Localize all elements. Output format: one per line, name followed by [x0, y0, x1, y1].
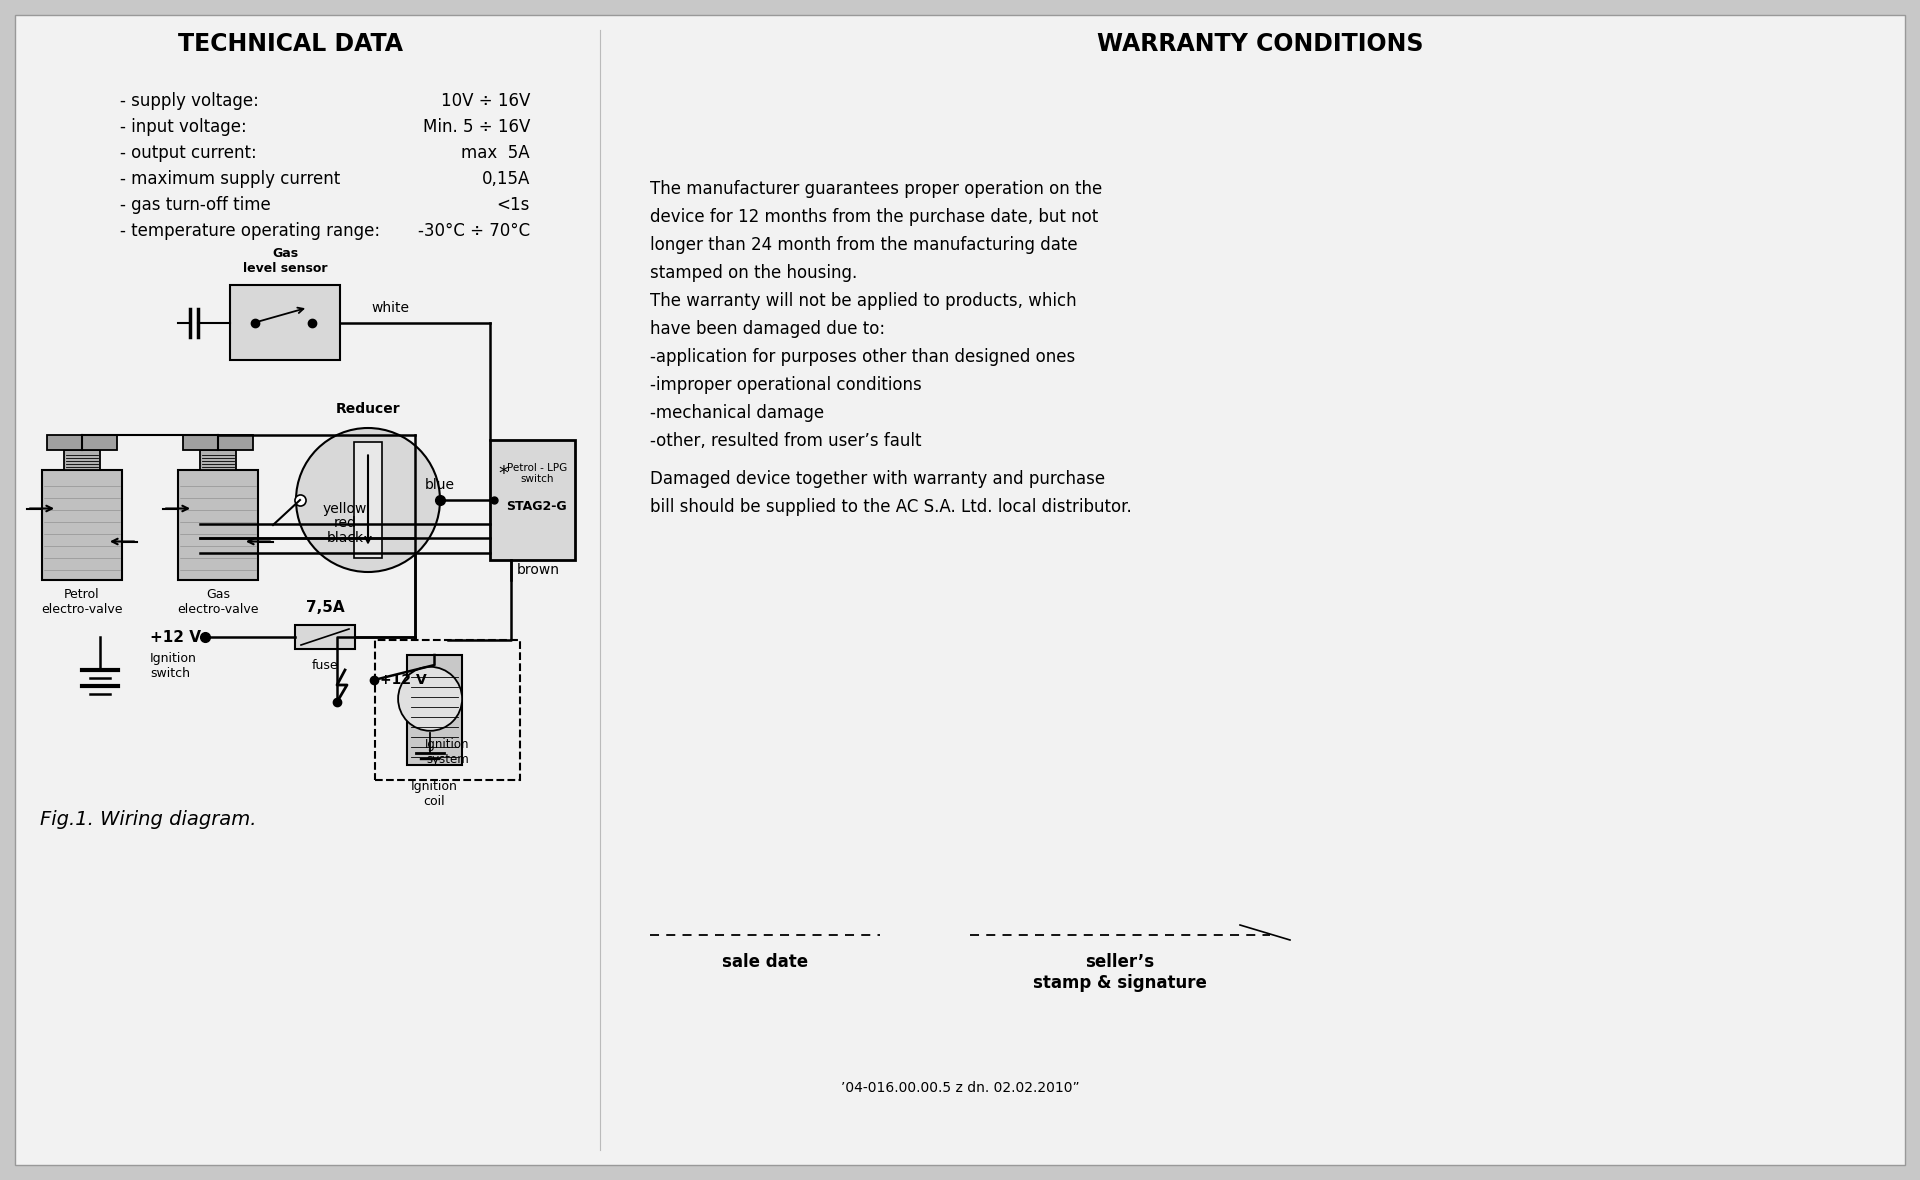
- Text: -mechanical damage: -mechanical damage: [651, 404, 824, 422]
- Text: bill should be supplied to the AC S.A. Ltd. local distributor.: bill should be supplied to the AC S.A. L…: [651, 498, 1131, 516]
- Text: ’04-016.00.00.5 z dn. 02.02.2010”: ’04-016.00.00.5 z dn. 02.02.2010”: [841, 1081, 1079, 1095]
- Text: seller’s
stamp & signature: seller’s stamp & signature: [1033, 953, 1208, 992]
- Text: STAG2-G: STAG2-G: [507, 499, 566, 512]
- Bar: [353, 442, 382, 558]
- Text: Min. 5 ÷ 16V: Min. 5 ÷ 16V: [422, 118, 530, 136]
- Text: brown: brown: [516, 563, 559, 577]
- Bar: [63, 450, 100, 470]
- Text: have been damaged due to:: have been damaged due to:: [651, 320, 885, 337]
- Text: device for 12 months from the purchase date, but not: device for 12 months from the purchase d…: [651, 208, 1098, 227]
- Bar: [230, 286, 340, 360]
- Text: WARRANTY CONDITIONS: WARRANTY CONDITIONS: [1096, 32, 1423, 55]
- Text: <1s: <1s: [497, 196, 530, 214]
- Circle shape: [296, 428, 440, 572]
- Bar: [490, 440, 574, 560]
- Text: - gas turn-off time: - gas turn-off time: [119, 196, 271, 214]
- Text: The warranty will not be applied to products, which: The warranty will not be applied to prod…: [651, 291, 1077, 310]
- Text: Damaged device together with warranty and purchase: Damaged device together with warranty an…: [651, 470, 1106, 489]
- Text: +12 V: +12 V: [380, 673, 426, 687]
- Text: -other, resulted from user’s fault: -other, resulted from user’s fault: [651, 432, 922, 450]
- Text: stamped on the housing.: stamped on the housing.: [651, 264, 856, 282]
- Text: Petrol - LPG
switch: Petrol - LPG switch: [507, 463, 566, 485]
- Text: -application for purposes other than designed ones: -application for purposes other than des…: [651, 348, 1075, 366]
- Text: -improper operational conditions: -improper operational conditions: [651, 376, 922, 394]
- Text: Gas
level sensor: Gas level sensor: [242, 247, 326, 275]
- Text: TECHNICAL DATA: TECHNICAL DATA: [177, 32, 403, 55]
- Text: - output current:: - output current:: [119, 144, 257, 162]
- Text: white: white: [371, 301, 409, 315]
- Text: +12 V: +12 V: [150, 629, 202, 644]
- Text: - supply voltage:: - supply voltage:: [119, 92, 259, 110]
- Bar: [296, 625, 355, 649]
- Text: max  5A: max 5A: [461, 144, 530, 162]
- Text: 0,15A: 0,15A: [482, 170, 530, 188]
- Bar: [46, 435, 117, 450]
- Bar: [407, 655, 463, 765]
- Text: Fig.1. Wiring diagram.: Fig.1. Wiring diagram.: [40, 809, 257, 830]
- Text: -30°C ÷ 70°C: -30°C ÷ 70°C: [419, 222, 530, 240]
- Text: Reducer: Reducer: [336, 402, 399, 417]
- Text: Gas
electro-valve: Gas electro-valve: [177, 588, 259, 616]
- Text: fuse: fuse: [311, 658, 338, 671]
- Text: blue: blue: [424, 478, 455, 492]
- Text: sale date: sale date: [722, 953, 808, 971]
- Text: yellow: yellow: [323, 502, 367, 516]
- Circle shape: [397, 667, 463, 730]
- Text: - temperature operating range:: - temperature operating range:: [119, 222, 380, 240]
- Text: - input voltage:: - input voltage:: [119, 118, 248, 136]
- Text: 10V ÷ 16V: 10V ÷ 16V: [440, 92, 530, 110]
- Text: longer than 24 month from the manufacturing date: longer than 24 month from the manufactur…: [651, 236, 1077, 254]
- Text: The manufacturer guarantees proper operation on the: The manufacturer guarantees proper opera…: [651, 181, 1102, 198]
- Text: *: *: [497, 464, 509, 483]
- Text: Petrol
electro-valve: Petrol electro-valve: [40, 588, 123, 616]
- Bar: [42, 470, 123, 581]
- Bar: [374, 640, 520, 780]
- Text: Ignition
system: Ignition system: [424, 738, 470, 766]
- Text: red: red: [334, 517, 357, 530]
- Text: Ignition
coil: Ignition coil: [411, 780, 459, 808]
- Bar: [179, 470, 257, 581]
- Text: black: black: [326, 531, 363, 545]
- Text: 7,5A: 7,5A: [305, 599, 344, 615]
- Text: - maximum supply current: - maximum supply current: [119, 170, 340, 188]
- Bar: [200, 450, 236, 470]
- Text: Ignition
switch: Ignition switch: [150, 653, 198, 680]
- Bar: [182, 435, 253, 450]
